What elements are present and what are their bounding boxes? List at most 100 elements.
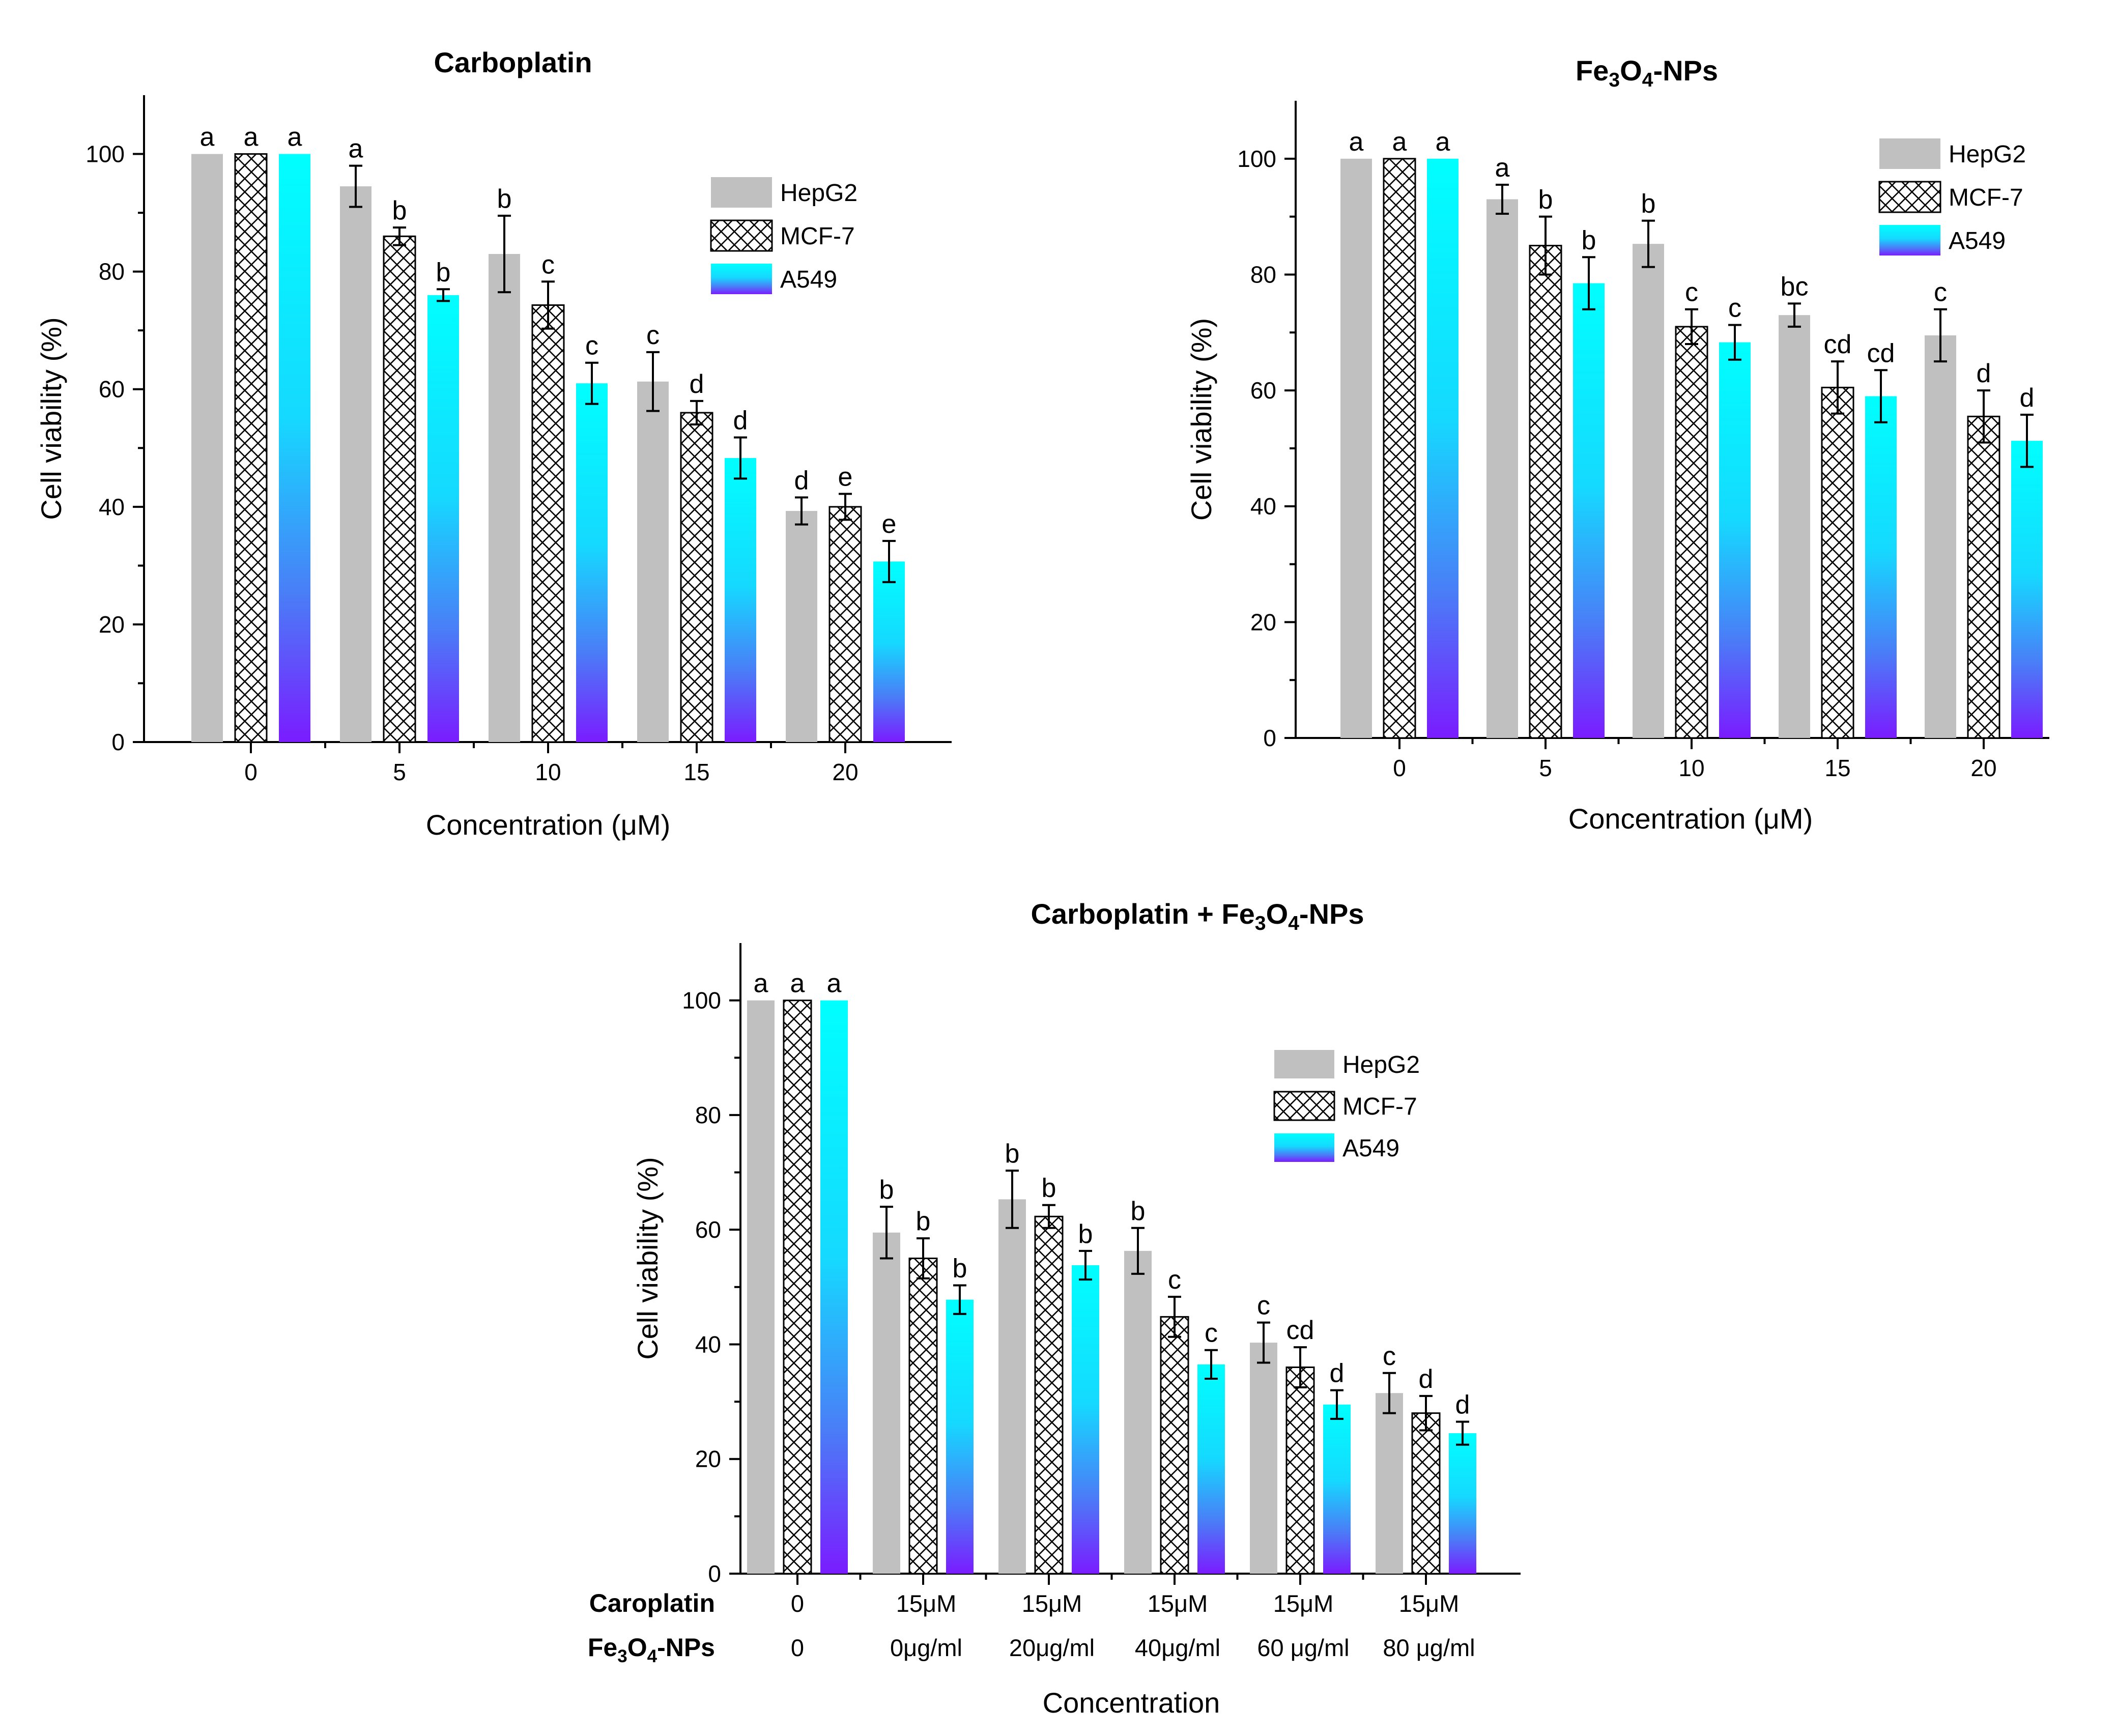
significance-letter: d [1330, 1359, 1345, 1388]
chart-title: Carboplatin + Fe3O4-NPs [1031, 898, 1364, 934]
significance-letter: a [1392, 127, 1407, 157]
bar-a549 [576, 383, 608, 742]
x-tick-label-fe3o4: 0 [791, 1634, 804, 1661]
bar-a549 [1449, 1433, 1476, 1574]
subscript: 3 [617, 1646, 627, 1666]
significance-letter: d [1455, 1390, 1470, 1420]
legend-swatch-a549 [1274, 1133, 1334, 1162]
bar-mcf-7 [1411, 1412, 1441, 1575]
y-tick-label: 100 [682, 987, 721, 1014]
significance-letter: a [349, 134, 363, 164]
bar-a549 [1573, 283, 1605, 738]
bar-hepg2 [786, 510, 817, 742]
chart-carboplatin-plus-fe3o4-nps: Carboplatin + Fe3O4-NPs020406080100Cell … [588, 898, 1521, 1719]
bar-hepg2 [637, 381, 669, 742]
legend-label-mcf-7: MCF-7 [1949, 184, 2023, 211]
bar-hepg2 [489, 253, 520, 742]
bar-hepg2 [340, 186, 371, 742]
y-axis-label: Cell viability (%) [35, 317, 67, 520]
x-tick-label-carboplatin: 15μM [1022, 1590, 1082, 1617]
legend-swatch-mcf-7 [710, 219, 773, 252]
x-tick-label-carboplatin: 0 [791, 1590, 804, 1617]
bar-hepg2 [873, 1232, 900, 1574]
x-tick-label: 5 [1539, 755, 1552, 781]
y-tick-label: 100 [85, 141, 125, 167]
bar-a549 [1719, 342, 1751, 738]
significance-letter: a [1495, 153, 1510, 183]
legend-swatch-hepg2 [711, 177, 772, 208]
bar-a549 [1323, 1404, 1351, 1574]
significance-letter: cd [1286, 1316, 1314, 1345]
x-tick-label: 5 [393, 759, 406, 785]
x-tick-label-fe3o4: 20μg/ml [1009, 1634, 1095, 1661]
x-tick-label-fe3o4: 80 μg/ml [1383, 1634, 1475, 1661]
x-tick-label-fe3o4: 60 μg/ml [1257, 1634, 1349, 1661]
y-tick-label: 100 [1237, 146, 1276, 172]
bar-hepg2 [1340, 158, 1372, 738]
bar-mcf-7 [1675, 326, 1708, 739]
legend-label-mcf-7: MCF-7 [1342, 1093, 1417, 1120]
x-tick-label-carboplatin: 15μM [1148, 1590, 1208, 1617]
x-tick-label: 10 [1678, 755, 1704, 781]
significance-letter: b [1641, 189, 1656, 219]
row-label-carboplatin: Caroplatin [589, 1589, 715, 1617]
bar-a549 [725, 458, 756, 742]
significance-letter: a [244, 123, 259, 152]
x-tick-label: 20 [1970, 755, 1996, 781]
bar-a549 [946, 1299, 974, 1574]
significance-letter: c [1383, 1342, 1396, 1371]
text-part: -NPs [1299, 898, 1364, 930]
bar-a549 [1197, 1364, 1225, 1574]
y-tick-label: 20 [695, 1446, 721, 1472]
bar-a549 [1865, 396, 1897, 738]
significance-letter: c [1168, 1265, 1181, 1295]
bar-a549 [1072, 1265, 1099, 1574]
bar-hepg2 [1925, 335, 1956, 738]
legend-swatch-mcf-7 [1878, 181, 1941, 213]
y-axis-label: Cell viability (%) [632, 1157, 664, 1359]
legend-swatch-mcf-7 [1273, 1091, 1335, 1121]
bar-hepg2 [747, 1000, 775, 1574]
legend-label-hepg2: HepG2 [1342, 1051, 1420, 1078]
y-tick-label: 80 [695, 1102, 721, 1128]
y-tick-label: 40 [99, 494, 125, 520]
subscript: 3 [1609, 69, 1620, 91]
y-tick-label: 40 [1250, 493, 1276, 520]
significance-letter: b [1042, 1174, 1056, 1203]
bar-hepg2 [998, 1199, 1026, 1574]
legend-label-a549: A549 [1342, 1135, 1399, 1162]
legend-swatch-a549 [1879, 225, 1940, 255]
chart-title: Fe3O4-NPs [1576, 54, 1718, 91]
significance-letter: b [497, 184, 512, 214]
bar-hepg2 [1633, 244, 1664, 738]
bar-mcf-7 [680, 412, 713, 743]
significance-letter: c [1257, 1291, 1270, 1321]
text-part: Carboplatin + Fe [1031, 898, 1254, 930]
y-tick-label: 60 [1250, 377, 1276, 404]
significance-letter: b [1078, 1219, 1093, 1249]
subscript: 4 [1642, 69, 1653, 91]
legend-label-hepg2: HepG2 [1949, 141, 2026, 168]
bar-mcf-7 [908, 1258, 938, 1575]
significance-letter: a [790, 969, 805, 999]
significance-letter: c [1205, 1319, 1218, 1348]
significance-letter: cd [1867, 338, 1895, 368]
significance-letter: c [1685, 278, 1698, 307]
legend-label-mcf-7: MCF-7 [780, 223, 855, 250]
significance-letter: cd [1824, 330, 1852, 359]
bar-a549 [2011, 441, 2043, 738]
x-tick-label: 10 [535, 759, 561, 785]
y-tick-label: 60 [695, 1216, 721, 1243]
y-tick-label: 20 [1250, 609, 1276, 635]
bar-a549 [820, 1000, 848, 1574]
legend-label-hepg2: HepG2 [780, 180, 857, 207]
y-axis-label: Cell viability (%) [1185, 318, 1217, 521]
legend-swatch-a549 [711, 264, 772, 294]
significance-letter: d [690, 369, 704, 399]
text-part: -NPs [1653, 54, 1718, 87]
significance-letter: d [794, 466, 809, 495]
y-tick-label: 60 [99, 376, 125, 403]
text-part: O [1620, 54, 1642, 87]
legend-label-a549: A549 [780, 266, 837, 293]
